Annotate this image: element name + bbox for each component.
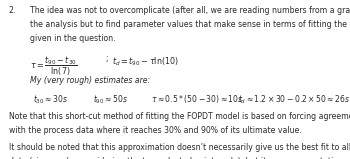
Text: ;: ; <box>105 54 108 63</box>
Text: My (very rough) estimates are:: My (very rough) estimates are: <box>30 76 150 85</box>
Text: $t_d \approx 1.2 \times 30 - 0.2 \times 50 \approx 26s$: $t_d \approx 1.2 \times 30 - 0.2 \times … <box>238 93 350 106</box>
Text: The idea was not to overcomplicate (after all, we are reading numbers from a gra: The idea was not to overcomplicate (afte… <box>30 6 350 15</box>
Text: $\tau = \dfrac{t_{90}-t_{30}}{\ln(7)}$: $\tau = \dfrac{t_{90}-t_{30}}{\ln(7)}$ <box>30 55 77 78</box>
Text: $t_{30} \approx 30s$: $t_{30} \approx 30s$ <box>33 93 68 106</box>
Text: It should be noted that this approximation doesn’t necessarily give us the best : It should be noted that this approximati… <box>9 143 350 152</box>
Text: $t_{90} \approx 50s$: $t_{90} \approx 50s$ <box>93 93 128 106</box>
Text: Note that this short-cut method of fitting the FOPDT model is based on forcing a: Note that this short-cut method of fitti… <box>9 112 350 121</box>
Text: $t_d = t_{90} - \tau\ln(10)$: $t_d = t_{90} - \tau\ln(10)$ <box>112 55 179 68</box>
Text: data (since we’re considering the two selected points only), but it can represen: data (since we’re considering the two se… <box>9 157 350 159</box>
Text: given in the question.: given in the question. <box>30 34 116 43</box>
Text: the analysis but to find parameter values that make sense in terms of fitting th: the analysis but to find parameter value… <box>30 20 350 29</box>
Text: with the process data where it reaches 30% and 90% of its ultimate value.: with the process data where it reaches 3… <box>9 126 302 135</box>
Text: 2.: 2. <box>9 6 16 15</box>
Text: $\tau \approx 0.5 * (50 - 30) \approx 10s$: $\tau \approx 0.5 * (50 - 30) \approx 10… <box>150 93 243 105</box>
